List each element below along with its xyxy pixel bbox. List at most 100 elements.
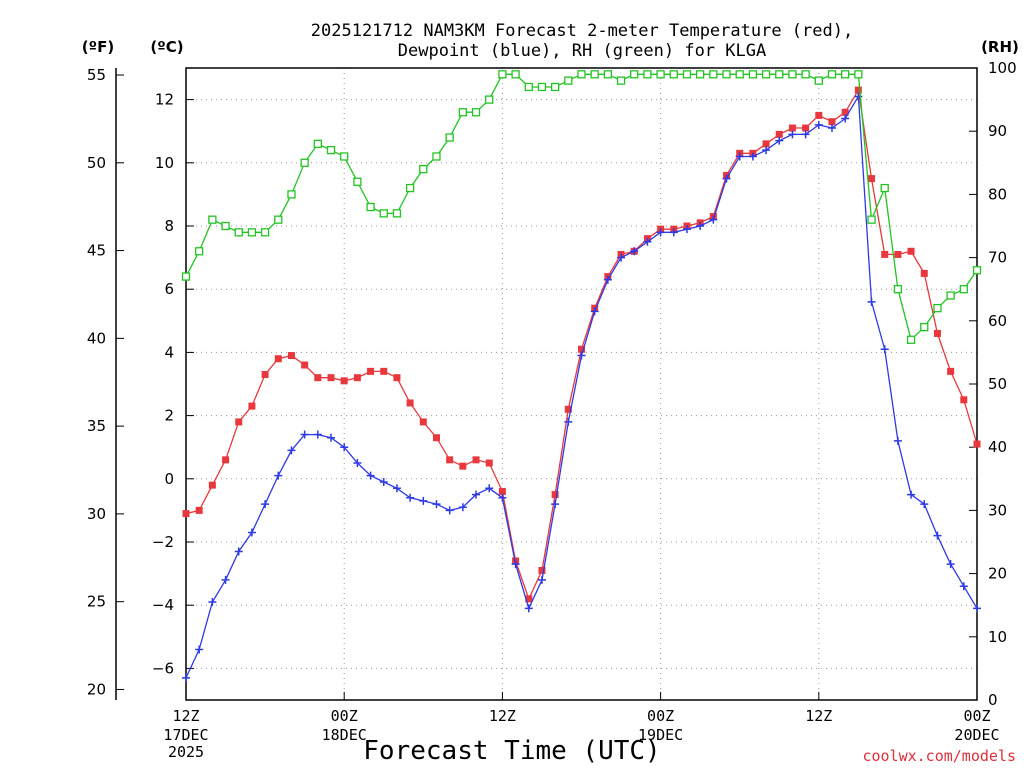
rh-tick-label: 100 xyxy=(988,59,1017,77)
fahrenheit-tick-label: 55 xyxy=(87,66,106,84)
rh-point xyxy=(906,335,916,344)
temperature-point xyxy=(367,367,375,375)
dewpoint-point xyxy=(182,673,190,682)
dewpoint-point xyxy=(300,430,309,439)
rh-tick-label: 70 xyxy=(988,249,1007,267)
rh-point xyxy=(696,70,705,79)
rh-point xyxy=(788,70,797,79)
rh-point xyxy=(630,70,639,79)
rh-point xyxy=(972,266,982,275)
dewpoint-point xyxy=(814,120,823,129)
dewpoint-point xyxy=(603,275,612,284)
temperature-point xyxy=(973,440,981,448)
celsius-tick-label: −4 xyxy=(152,596,174,614)
temperature-point xyxy=(578,345,585,353)
temperature-point xyxy=(947,367,955,375)
gridlines xyxy=(186,68,977,700)
dewpoint-point xyxy=(933,531,942,540)
temperature-point xyxy=(472,456,480,464)
rh-point xyxy=(274,215,283,224)
rh-point xyxy=(445,133,454,142)
temperature-point xyxy=(235,418,243,426)
x-tick-label: 12Z xyxy=(489,707,516,725)
rh-point xyxy=(300,158,309,167)
dewpoint-point xyxy=(920,500,929,509)
rh-point xyxy=(854,70,863,79)
temperature-point xyxy=(525,595,533,603)
temperature-point xyxy=(393,374,401,382)
celsius-tick-label: 6 xyxy=(164,280,174,298)
rh-point xyxy=(221,221,230,231)
rh-point xyxy=(550,82,560,92)
rh-point xyxy=(326,146,336,155)
dewpoint-point xyxy=(735,152,744,161)
temperature-point xyxy=(261,371,269,379)
dewpoint-point xyxy=(748,152,757,161)
rh-point xyxy=(590,70,599,79)
rh-line xyxy=(185,73,978,342)
dewpoint-point xyxy=(524,604,533,613)
dewpoint-point xyxy=(537,575,546,584)
rh-point xyxy=(379,209,388,218)
rh-point xyxy=(735,70,744,79)
temperature-point xyxy=(828,118,836,126)
rh-point xyxy=(814,76,823,85)
temperature-point xyxy=(802,124,810,132)
rh-point xyxy=(247,228,257,237)
dewpoint-point xyxy=(392,484,401,493)
dewpoint-point xyxy=(511,560,520,569)
rh-point xyxy=(775,70,784,79)
dewpoint-point xyxy=(274,471,283,480)
temperature-point xyxy=(485,459,493,467)
rh-point xyxy=(946,291,955,300)
temperature-point xyxy=(815,111,823,119)
temperature-point xyxy=(960,396,968,404)
x-tick-label: 18DEC xyxy=(322,726,367,744)
rh-point xyxy=(880,183,889,193)
fahrenheit-tick-label: 40 xyxy=(87,329,106,347)
temperature-point xyxy=(881,250,889,258)
dewpoint-point xyxy=(867,297,876,306)
dewpoint-point xyxy=(485,484,494,493)
temperature-point xyxy=(907,247,915,255)
fahrenheit-tick-label: 30 xyxy=(87,505,106,523)
rh-point xyxy=(801,70,810,79)
temperature-point xyxy=(406,399,414,407)
temperature-point xyxy=(775,130,783,138)
dewpoint-point xyxy=(630,247,639,256)
temperature-point xyxy=(933,329,941,337)
temperature-point xyxy=(287,352,295,360)
rh-point xyxy=(748,70,758,79)
credit-link[interactable]: coolwx.com/models xyxy=(862,747,1016,765)
celsius-tick-label: 8 xyxy=(164,217,174,235)
rh-point xyxy=(181,272,191,281)
temperature-point xyxy=(419,418,427,426)
dewpoint-line xyxy=(185,94,978,679)
x-tick-label: 2025 xyxy=(168,743,204,761)
dewpoint-point xyxy=(973,604,981,613)
rh-point xyxy=(234,228,243,237)
rh-point xyxy=(577,70,586,79)
celsius-tick-label: 12 xyxy=(155,91,174,109)
rh-point xyxy=(603,70,613,79)
temperature-point xyxy=(920,269,928,277)
fahrenheit-tick-label: 25 xyxy=(87,593,106,611)
rh-point xyxy=(419,164,428,174)
dewpoint-point xyxy=(261,500,270,509)
rh-point xyxy=(340,152,349,161)
dewpoint-point xyxy=(458,503,467,512)
rh-tick-label: 50 xyxy=(988,375,1007,393)
dewpoint-point xyxy=(946,560,955,569)
rh-point xyxy=(260,228,270,237)
rh-point xyxy=(722,70,731,79)
dewpoint-point xyxy=(313,430,322,439)
rh-tick-label: 90 xyxy=(988,122,1007,140)
dewpoint-point xyxy=(590,307,599,316)
dewpoint-point xyxy=(432,500,441,509)
temperature-point xyxy=(314,374,322,382)
rh-point xyxy=(524,82,533,92)
temperature-point xyxy=(788,124,796,132)
rh-point xyxy=(867,215,876,224)
x-tick-label: 17DEC xyxy=(163,726,208,744)
celsius-tick-label: −6 xyxy=(152,659,174,677)
